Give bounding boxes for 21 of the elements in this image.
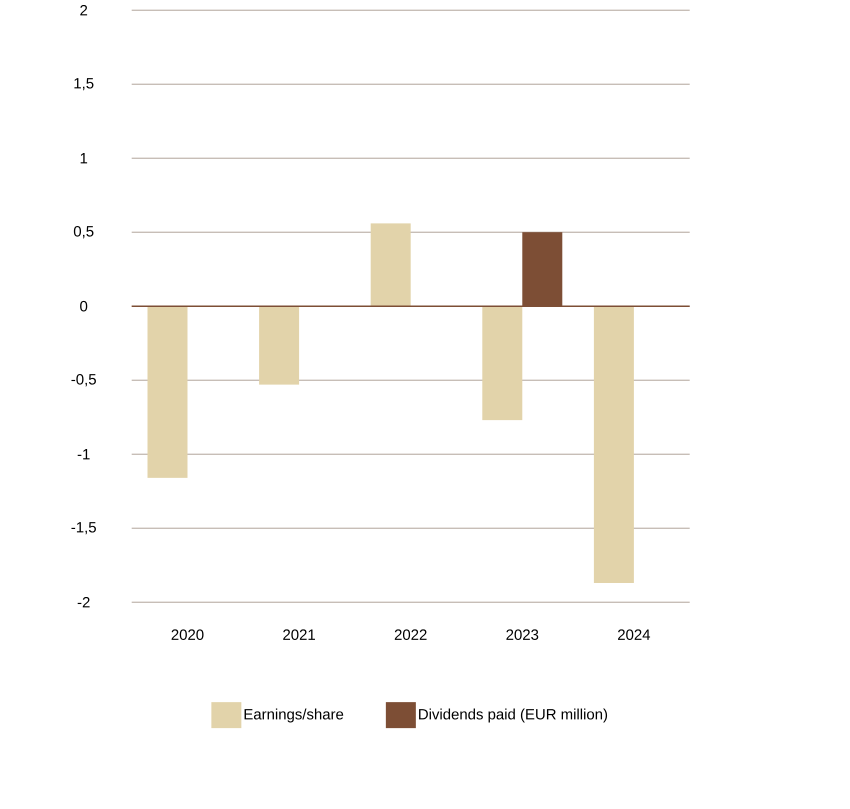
bar	[147, 306, 188, 478]
bar	[259, 306, 300, 384]
bar	[594, 306, 634, 583]
y-tick-label: -1,5	[71, 522, 96, 534]
y-tick-label: 0	[80, 300, 88, 312]
y-tick-label: -1	[78, 448, 90, 460]
x-tick-label: 2021	[283, 629, 315, 640]
y-tick-label: 0,5	[74, 226, 94, 238]
y-tick-label: 2	[80, 4, 88, 16]
y-tick-label: 1,5	[74, 78, 94, 90]
x-tick-label: 2024	[618, 629, 650, 640]
legend-label: Dividends paid (EUR million)	[419, 708, 608, 722]
x-tick-label: 2022	[394, 629, 427, 640]
bar	[482, 306, 522, 420]
bar	[370, 223, 411, 306]
x-tick-label: 2023	[506, 629, 538, 640]
y-tick-label: 1	[80, 152, 88, 164]
y-tick-label: -2	[78, 596, 90, 608]
legend-label: Earnings/share	[244, 708, 344, 722]
y-tick-label: -0,5	[71, 374, 96, 386]
x-tick-label: 2020	[172, 629, 204, 640]
